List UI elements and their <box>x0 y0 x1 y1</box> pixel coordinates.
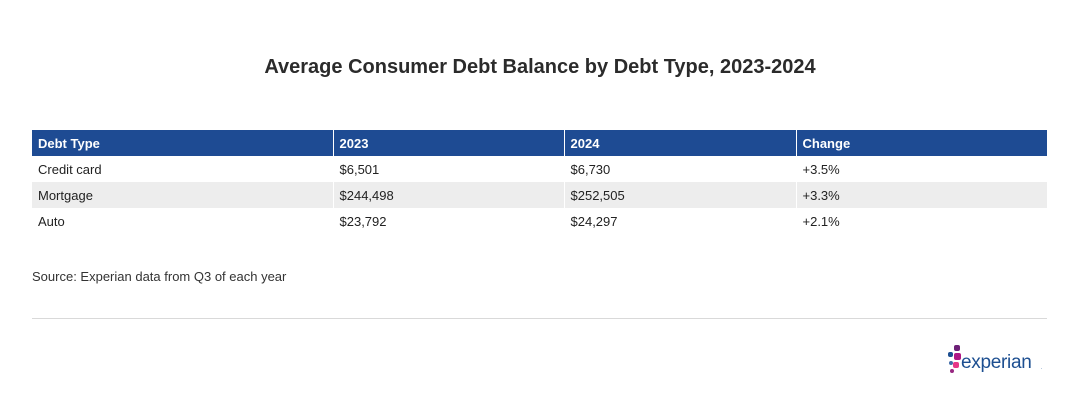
table-cell: $6,501 <box>333 156 565 182</box>
logo-dots-icon <box>948 345 962 375</box>
logo-wordmark: experian <box>961 352 1032 373</box>
divider <box>32 318 1047 319</box>
table-cell: +3.3% <box>796 182 1047 208</box>
experian-logo: experian . <box>948 345 1048 379</box>
table-cell: $252,505 <box>564 182 797 208</box>
table-row: Credit card $6,501 $6,730 +3.5% <box>32 156 1047 182</box>
table-cell: $6,730 <box>564 156 797 182</box>
table-cell: $244,498 <box>333 182 565 208</box>
chart-title: Average Consumer Debt Balance by Debt Ty… <box>264 56 816 78</box>
column-header-debt-type: Debt Type <box>32 130 334 156</box>
table-header-row: Debt Type 2023 2024 Change <box>32 130 1047 156</box>
column-header-2023: 2023 <box>333 130 565 156</box>
debt-table: Debt Type 2023 2024 Change Credit card $… <box>32 130 1047 234</box>
table-cell: +3.5% <box>796 156 1047 182</box>
source-note: Source: Experian data from Q3 of each ye… <box>32 269 287 284</box>
table-cell: Mortgage <box>32 182 334 208</box>
table-cell: +2.1% <box>796 208 1047 234</box>
table-row: Auto $23,792 $24,297 +2.1% <box>32 208 1047 234</box>
table-cell: $23,792 <box>333 208 565 234</box>
column-header-change: Change <box>796 130 1047 156</box>
table-row: Mortgage $244,498 $252,505 +3.3% <box>32 182 1047 208</box>
table-cell: $24,297 <box>564 208 797 234</box>
column-header-2024: 2024 <box>564 130 797 156</box>
table-cell: Credit card <box>32 156 334 182</box>
logo-trademark: . <box>1041 365 1043 371</box>
table-cell: Auto <box>32 208 334 234</box>
